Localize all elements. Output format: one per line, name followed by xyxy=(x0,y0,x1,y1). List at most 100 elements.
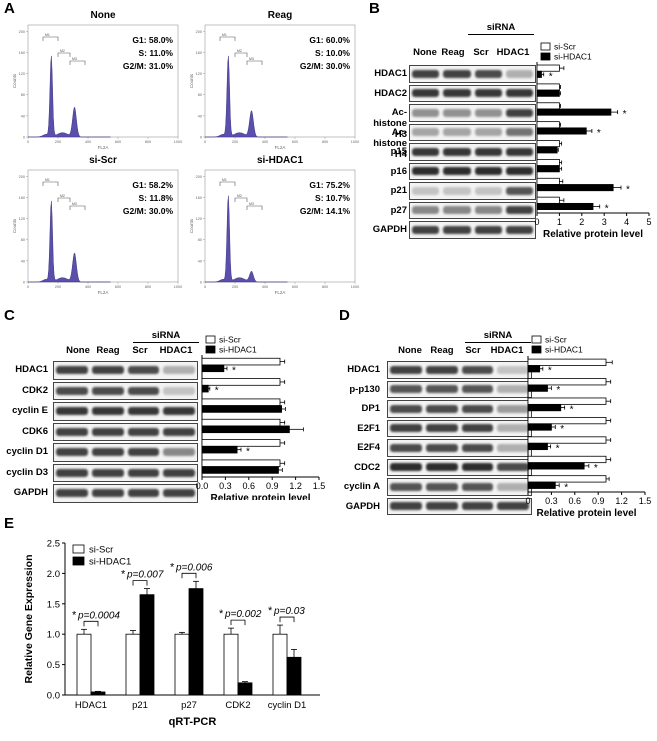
lane-header: None xyxy=(398,345,422,356)
panel-letter-c: C xyxy=(4,307,15,324)
x-tick-label: 3 xyxy=(602,217,607,227)
y-tick-label: 0 xyxy=(200,136,202,140)
blot-band xyxy=(505,206,533,215)
blot-band xyxy=(390,443,422,452)
legend-label: si-Scr xyxy=(89,545,113,556)
x-tick-label: 0 xyxy=(204,140,206,144)
bar xyxy=(201,398,281,407)
protein-label: p21 xyxy=(390,185,407,196)
panel-letter-d: D xyxy=(339,307,350,324)
bar xyxy=(536,177,560,185)
y-tick-label: 0 xyxy=(23,281,25,285)
bar xyxy=(201,405,282,413)
bar xyxy=(188,588,204,696)
blot-band xyxy=(461,424,494,433)
blot-strip xyxy=(53,422,198,441)
histogram-peaks xyxy=(205,55,288,138)
x-tick-label: 200 xyxy=(232,140,238,144)
p-value-label: p=0.002 xyxy=(224,609,262,620)
lane-header: Reag xyxy=(441,47,465,58)
significance-star: * xyxy=(564,482,568,493)
legend-label: si-HDAC1 xyxy=(219,345,257,355)
category-label: HDAC1 xyxy=(75,700,107,711)
x-tick-label: 200 xyxy=(55,140,61,144)
blot-band xyxy=(443,225,471,234)
histogram-plot: 0 40 80 120 160 200 0 200 400 600 800 1000 Counts FL2… xyxy=(12,155,182,295)
x-tick-label: 0.3 xyxy=(545,496,558,506)
gate-marker xyxy=(246,205,263,210)
sirna-label: siRNA xyxy=(483,330,513,341)
panel-letter-b: B xyxy=(369,0,380,17)
x-tick-label: 800 xyxy=(145,140,151,144)
lane-header: Reag xyxy=(96,345,120,356)
x-axis-title: Relative protein level xyxy=(536,508,636,519)
y-tick-label: 0 xyxy=(200,281,202,285)
y-tick-label: 40 xyxy=(21,114,25,118)
gate-label: M1 xyxy=(222,178,227,182)
x-tick-label: 400 xyxy=(262,140,268,144)
x-tick-label: 200 xyxy=(232,285,238,289)
legend-label: si-HDAC1 xyxy=(89,557,131,568)
histogram-peaks xyxy=(205,195,288,283)
blot-band xyxy=(474,128,502,137)
histogram-title: Reag xyxy=(268,10,292,21)
bar xyxy=(272,633,288,696)
blot-strip xyxy=(409,201,536,219)
blot-band xyxy=(497,404,529,413)
blot-band xyxy=(412,69,440,78)
significance-star: * xyxy=(623,109,627,120)
legend-swatch xyxy=(540,42,551,51)
x-tick-label: 600 xyxy=(115,285,121,289)
x-axis-label: FL2A xyxy=(98,290,109,295)
blot-strip xyxy=(409,84,536,102)
bar xyxy=(527,442,548,451)
significance-star: * xyxy=(549,71,553,82)
significance-star: * xyxy=(597,128,601,139)
x-tick-label: 1.5 xyxy=(313,481,326,491)
lane-header: Scr xyxy=(473,47,489,58)
x-tick-label: 2 xyxy=(579,217,584,227)
lane-header: HDAC1 xyxy=(496,47,530,58)
x-tick-label: 0 xyxy=(534,217,539,227)
histogram-title: si-HDAC1 xyxy=(257,155,304,166)
bar xyxy=(527,436,607,444)
bar xyxy=(536,202,594,211)
blot-band xyxy=(505,186,533,195)
y-tick-label: 200 xyxy=(19,30,25,34)
gate-marker xyxy=(219,181,236,186)
y-axis-label: Counts xyxy=(12,73,17,88)
y-tick-label: 160 xyxy=(196,196,202,200)
blot-strip xyxy=(53,484,198,503)
bar xyxy=(527,397,607,405)
blot-band xyxy=(91,468,124,477)
bar xyxy=(201,357,281,366)
blot-strip xyxy=(387,478,532,496)
y-tick-label: 80 xyxy=(198,238,202,242)
protein-label: GAPDH xyxy=(372,224,407,235)
y-axis-label: Counts xyxy=(189,218,194,233)
bar xyxy=(527,455,607,464)
significance-bracket xyxy=(83,620,99,627)
significance-star: * xyxy=(556,443,560,454)
blot-strip xyxy=(387,361,532,379)
protein-label: p15 xyxy=(390,146,407,157)
blot-band xyxy=(505,167,533,176)
x-tick-label: 800 xyxy=(322,140,328,144)
blot-strip xyxy=(409,123,536,141)
blot-band xyxy=(390,463,422,472)
bar xyxy=(201,439,281,447)
blot-strip xyxy=(53,381,198,400)
y-axis-title: Relative Gene Expression xyxy=(23,555,35,684)
significance-bracket xyxy=(230,619,246,626)
gate-label: M3 xyxy=(249,57,254,61)
blot-band xyxy=(412,186,440,195)
g2m-stat: G2/M: 31.0% xyxy=(123,61,174,71)
blot-band xyxy=(425,443,458,452)
protein-label: p-p130 xyxy=(349,383,380,395)
x-tick-label: 800 xyxy=(322,285,328,289)
blot-band xyxy=(91,489,124,498)
g1-stat: G1: 60.0% xyxy=(309,35,350,45)
blot-band xyxy=(443,147,471,156)
sirna-label: siRNA xyxy=(151,330,181,341)
x-tick-label: 0.6 xyxy=(569,496,582,506)
